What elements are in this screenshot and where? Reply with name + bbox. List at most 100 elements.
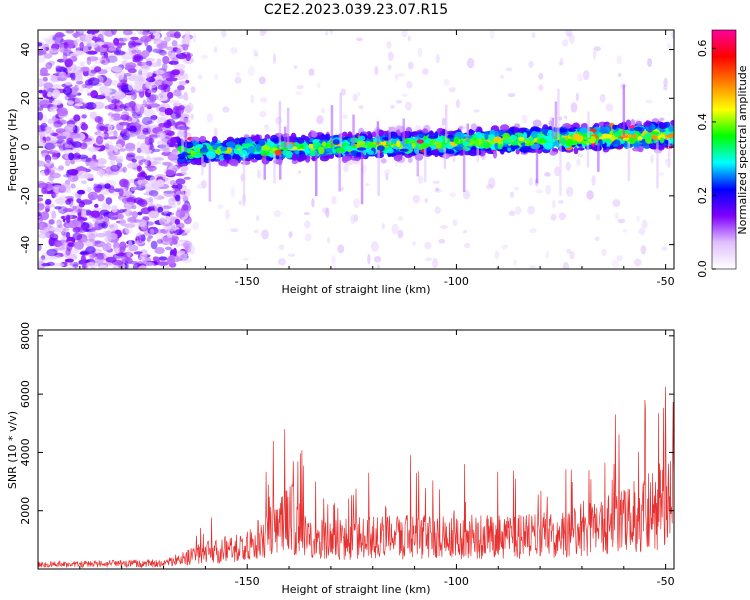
heatmap-cell xyxy=(107,98,112,103)
spectrogram-xlabel: Height of straight line (km) xyxy=(281,283,430,296)
heatmap-cell xyxy=(545,184,552,195)
heatmap-cell xyxy=(441,117,446,126)
heatmap-cell xyxy=(74,97,84,103)
heatmap-cell xyxy=(87,191,98,201)
heatmap-cell xyxy=(671,31,674,39)
y-tick-label: 8000 xyxy=(19,322,32,350)
heatmap-cell xyxy=(174,106,185,115)
heatmap-cell xyxy=(104,140,113,148)
heatmap-cell xyxy=(380,158,387,164)
heatmap-cell xyxy=(67,242,75,247)
heatmap-cell xyxy=(55,65,61,71)
heatmap-cell xyxy=(535,189,544,194)
heatmap-cell xyxy=(62,242,68,249)
heatmap-cell xyxy=(462,189,471,200)
heatmap-cell xyxy=(196,183,203,190)
heatmap-cell xyxy=(520,145,530,153)
heatmap-cell xyxy=(601,248,607,257)
heatmap-cell xyxy=(125,201,135,207)
heatmap-cell xyxy=(192,221,200,230)
x-tick-label: -150 xyxy=(235,275,260,288)
heatmap-cell xyxy=(99,209,110,216)
heatmap-cell xyxy=(650,131,659,135)
heatmap-cell xyxy=(566,248,572,254)
heatmap-cell xyxy=(659,137,665,144)
heatmap-cell xyxy=(122,30,133,36)
heatmap-cell xyxy=(508,210,516,217)
heatmap-cell xyxy=(167,153,179,161)
heatmap-cell xyxy=(38,182,49,189)
heatmap-cell xyxy=(68,152,75,161)
heatmap-cell xyxy=(103,77,112,87)
heatmap-cell xyxy=(38,42,43,47)
heatmap-cell xyxy=(149,228,155,235)
heatmap-cell xyxy=(613,144,619,148)
heatmap-cell xyxy=(160,236,172,246)
heatmap-cell xyxy=(667,42,672,52)
heatmap-cell xyxy=(152,148,161,153)
heatmap-cell xyxy=(165,169,175,177)
heatmap-cell xyxy=(325,133,331,141)
heatmap-cell xyxy=(146,77,156,83)
heatmap-cell xyxy=(125,62,137,69)
heatmap-cell xyxy=(587,111,590,138)
heatmap-cell xyxy=(87,146,99,153)
heatmap-cell xyxy=(374,66,379,76)
heatmap-cell xyxy=(44,167,50,176)
heatmap-cell xyxy=(98,46,109,54)
heatmap-cell xyxy=(140,234,146,243)
heatmap-cell xyxy=(576,158,581,167)
heatmap-cell xyxy=(65,30,74,34)
heatmap-cell xyxy=(422,68,429,75)
heatmap-cell xyxy=(397,229,404,239)
heatmap-cell xyxy=(390,104,395,110)
heatmap-cell xyxy=(381,223,385,230)
heatmap-cell xyxy=(234,76,242,84)
heatmap-cell xyxy=(500,124,510,131)
heatmap-cell xyxy=(148,197,153,203)
heatmap-cell xyxy=(104,183,111,190)
heatmap-cell xyxy=(219,154,225,161)
heatmap-cell xyxy=(406,80,413,89)
heatmap-cell xyxy=(64,58,73,68)
heatmap-cell xyxy=(311,131,318,138)
heatmap-cell xyxy=(277,258,282,265)
heatmap-cell xyxy=(140,207,151,215)
heatmap-cell xyxy=(66,231,71,239)
heatmap-cell xyxy=(38,48,43,56)
heatmap-cell xyxy=(264,134,271,140)
heatmap-cell xyxy=(518,136,525,142)
heatmap-cell xyxy=(150,62,159,68)
heatmap-cell xyxy=(279,153,282,180)
heatmap-cell xyxy=(69,72,77,79)
heatmap-cell xyxy=(622,229,628,233)
heatmap-cell xyxy=(95,233,106,238)
heatmap-cell xyxy=(53,240,62,248)
heatmap-cell xyxy=(308,143,314,149)
heatmap-cell xyxy=(52,99,62,106)
heatmap-cell xyxy=(145,221,154,226)
heatmap-cell xyxy=(66,137,74,145)
heatmap-cell xyxy=(163,36,171,42)
heatmap-cell xyxy=(257,169,261,180)
heatmap-cell xyxy=(44,126,53,131)
heatmap-cell xyxy=(73,50,85,56)
heatmap-cell xyxy=(270,148,275,154)
heatmap-cell xyxy=(558,212,567,221)
heatmap-cell xyxy=(367,142,375,148)
heatmap-cell xyxy=(133,54,142,62)
heatmap-cell xyxy=(172,233,178,237)
heatmap-cell xyxy=(156,117,162,124)
heatmap-cell xyxy=(612,199,621,207)
heatmap-cell xyxy=(593,48,597,60)
heatmap-cell xyxy=(51,210,57,220)
heatmap-cell xyxy=(367,150,374,155)
heatmap-cell xyxy=(163,190,175,197)
heatmap-cell xyxy=(127,68,137,74)
heatmap-cell xyxy=(190,113,195,120)
heatmap-cell xyxy=(552,148,558,152)
heatmap-cell xyxy=(438,238,446,244)
heatmap-cell xyxy=(56,136,67,140)
heatmap-cell xyxy=(76,84,83,89)
heatmap-cell xyxy=(155,49,167,55)
